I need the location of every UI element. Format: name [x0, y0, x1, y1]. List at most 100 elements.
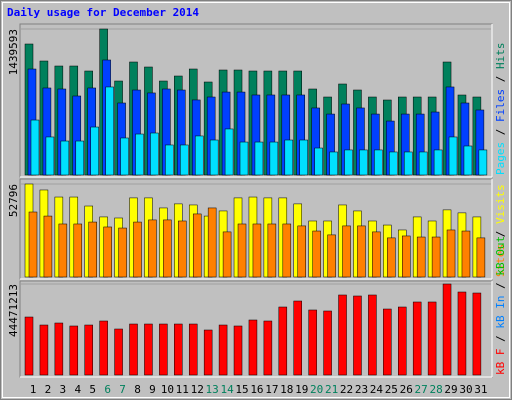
- y-tick-label: 44471213: [7, 284, 20, 337]
- x-tick-label: 6: [104, 383, 111, 396]
- x-tick-label: 20: [310, 383, 323, 396]
- bar: [218, 324, 228, 376]
- legend-separator: /: [494, 122, 507, 142]
- bar: [383, 308, 392, 376]
- legend: Sites / Visits: [494, 184, 507, 277]
- x-tick-label: 7: [119, 383, 126, 396]
- bar: [188, 323, 198, 376]
- bar: [174, 323, 183, 376]
- bar: [433, 149, 443, 176]
- x-tick-label: 22: [340, 383, 353, 396]
- bar: [398, 306, 407, 376]
- legend-separator: /: [494, 276, 507, 296]
- legend-entry: Visits: [494, 184, 507, 224]
- bar: [239, 141, 249, 176]
- bar: [192, 213, 202, 278]
- x-tick-label: 2: [45, 383, 52, 396]
- x-tick-label: 28: [429, 383, 442, 396]
- legend-entry: kB Out: [494, 236, 507, 276]
- x-tick-label: 16: [250, 383, 263, 396]
- bar: [133, 221, 142, 278]
- x-tick-label: 8: [134, 383, 141, 396]
- bar: [476, 237, 486, 278]
- bar: [45, 136, 55, 176]
- bar: [418, 151, 428, 176]
- x-tick-label: 14: [220, 383, 234, 396]
- bar: [99, 320, 108, 376]
- bar: [84, 324, 93, 376]
- legend: Pages / Files / Hits: [494, 43, 507, 176]
- bar: [267, 223, 277, 278]
- bar: [144, 323, 153, 376]
- x-tick-label: 30: [459, 383, 472, 396]
- x-tick-label: 13: [206, 383, 219, 396]
- bar: [372, 231, 381, 278]
- x-tick-label: 19: [295, 383, 308, 396]
- bar: [463, 145, 473, 176]
- legend-entry: Hits: [494, 43, 507, 70]
- bar: [342, 225, 351, 278]
- bar: [478, 149, 488, 176]
- bar: [446, 229, 456, 278]
- y-tick-label: 52796: [7, 184, 20, 217]
- bar: [457, 291, 467, 376]
- bar: [248, 319, 258, 376]
- bar: [28, 211, 38, 278]
- bar: [150, 132, 159, 176]
- y-tick-label: 1439593: [7, 29, 20, 75]
- bar: [374, 149, 383, 176]
- x-tick-label: 3: [60, 383, 67, 396]
- bar: [368, 294, 377, 376]
- legend-entry: Sites: [494, 244, 507, 277]
- legend-entry: Pages: [494, 142, 507, 175]
- bar: [427, 301, 437, 376]
- legend-entry: kB F: [494, 349, 507, 376]
- legend-entry: Files: [494, 89, 507, 122]
- bar: [165, 144, 174, 176]
- bar: [203, 329, 213, 376]
- legend-entry: kB In: [494, 296, 507, 329]
- bar: [293, 300, 302, 376]
- x-tick-label: 9: [149, 383, 156, 396]
- bar: [75, 140, 85, 176]
- bar: [312, 230, 321, 278]
- bar: [329, 151, 338, 176]
- bar: [416, 236, 426, 278]
- legend-separator: /: [494, 224, 507, 244]
- bar: [43, 215, 53, 278]
- x-tick-label: 29: [444, 383, 457, 396]
- bar: [431, 236, 441, 278]
- bar: [308, 309, 317, 376]
- x-tick-label: 25: [385, 383, 398, 396]
- bar: [88, 221, 97, 278]
- bar: [461, 230, 471, 278]
- legend: kB F / kB In / kB Out: [494, 236, 507, 375]
- bar: [387, 237, 396, 278]
- x-tick-label: 5: [89, 383, 96, 396]
- legend-separator: /: [494, 329, 507, 349]
- x-tick-label: 18: [280, 383, 293, 396]
- x-tick-label: 21: [325, 383, 338, 396]
- bar: [148, 219, 157, 278]
- bar: [252, 223, 262, 278]
- bar: [344, 149, 353, 176]
- x-tick-label: 10: [161, 383, 174, 396]
- bar: [73, 223, 83, 278]
- bar: [60, 140, 70, 176]
- bar: [135, 133, 144, 176]
- x-tick-label: 15: [235, 383, 248, 396]
- x-tick-label: 17: [265, 383, 278, 396]
- bar: [118, 227, 127, 278]
- bar: [114, 328, 123, 376]
- bar: [30, 119, 40, 176]
- x-tick-label: 12: [191, 383, 204, 396]
- bar: [69, 325, 79, 376]
- bar: [448, 136, 458, 176]
- bar: [359, 149, 368, 176]
- bar: [90, 126, 99, 176]
- bar: [282, 223, 292, 278]
- bar: [353, 295, 362, 376]
- bar: [222, 231, 232, 278]
